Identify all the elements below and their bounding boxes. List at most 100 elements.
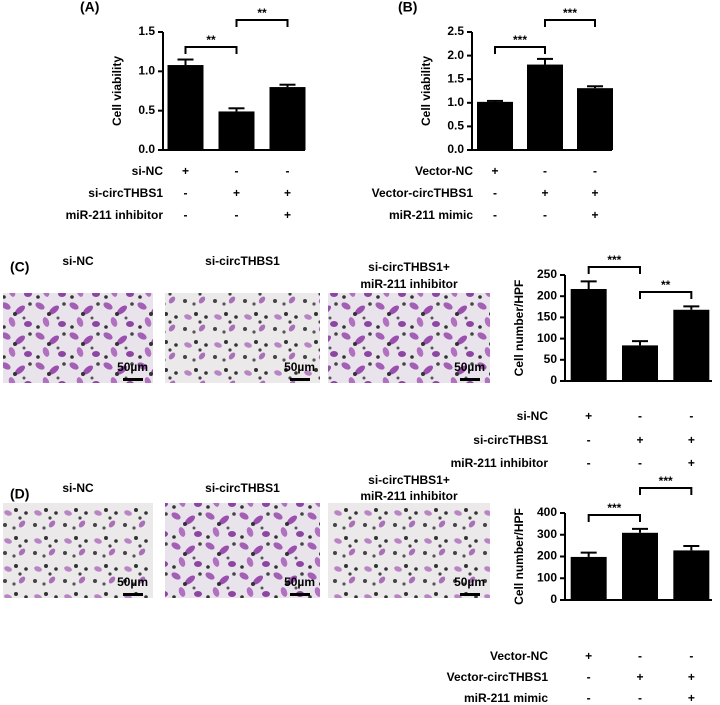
bar <box>477 101 513 150</box>
image-caption: si-circTHBS1+ <box>368 473 450 487</box>
condition-label: Vector-NC <box>415 164 473 178</box>
image-caption: si-circTHBS1+ <box>368 260 450 274</box>
significance-bracket <box>184 46 238 54</box>
y-tick-label: 1.0 <box>447 95 464 109</box>
condition-sign: - <box>543 208 547 222</box>
condition-label: miR-211 mimic <box>389 208 473 222</box>
condition-sign: + <box>688 670 695 684</box>
bar <box>570 288 607 381</box>
y-tick-label: 0 <box>550 592 557 606</box>
condition-sign: + <box>284 208 291 222</box>
significance-label: *** <box>607 501 621 515</box>
y-tick-label: 400 <box>537 505 557 519</box>
condition-sign: - <box>493 186 497 200</box>
y-tick-label: 150 <box>537 310 557 324</box>
condition-sign: + <box>233 186 240 200</box>
scale-bar-label: 50µm <box>454 575 485 589</box>
condition-sign: - <box>638 456 642 470</box>
condition-sign: - <box>689 409 693 423</box>
y-axis-title: Cell number/HPF <box>512 508 526 605</box>
condition-sign: - <box>493 208 497 222</box>
condition-sign: + <box>284 186 291 200</box>
y-tick-label: 1.0 <box>138 64 155 78</box>
condition-sign: + <box>585 649 592 663</box>
y-tick-label: 0.0 <box>138 142 155 156</box>
y-tick-label: 100 <box>537 331 557 345</box>
condition-sign: + <box>636 433 643 447</box>
condition-label: miR-211 inhibitor <box>66 208 164 222</box>
scale-bar-label: 50µm <box>117 360 148 374</box>
significance-bracket <box>587 266 641 274</box>
y-tick-label: 100 <box>537 570 557 584</box>
panel-label: (D) <box>10 486 29 502</box>
scale-bar <box>123 593 143 596</box>
micrograph <box>3 293 153 383</box>
y-tick-label: 200 <box>537 288 557 302</box>
condition-label: si-NC <box>517 409 549 423</box>
condition-label: si-circTHBS1 <box>88 186 163 200</box>
scale-bar-label: 50µm <box>284 575 315 589</box>
scale-bar <box>460 378 480 381</box>
significance-label: *** <box>659 474 673 488</box>
condition-sign: + <box>688 691 695 705</box>
condition-sign: - <box>235 208 239 222</box>
y-axis-title: Cell number/HPF <box>512 280 526 377</box>
scale-bar <box>290 378 310 381</box>
condition-sign: - <box>235 164 239 178</box>
y-tick-label: 2.5 <box>447 24 464 38</box>
significance-label: ** <box>257 6 267 20</box>
panel-label: (C) <box>10 259 29 275</box>
condition-sign: - <box>593 164 597 178</box>
significance-bracket <box>639 291 693 299</box>
condition-sign: + <box>541 186 548 200</box>
condition-sign: + <box>182 164 189 178</box>
micrograph <box>328 293 490 383</box>
scale-bar <box>460 593 480 596</box>
y-tick-label: 0 <box>550 373 557 387</box>
panel-label: (A) <box>80 0 99 15</box>
condition-sign: + <box>688 433 695 447</box>
bar <box>218 111 255 150</box>
condition-sign: - <box>638 409 642 423</box>
bar <box>269 87 306 150</box>
y-tick-label: 0.0 <box>447 142 464 156</box>
scale-bar-label: 50µm <box>284 360 315 374</box>
significance-bracket <box>587 514 641 522</box>
condition-label: miR-211 mimic <box>464 691 548 705</box>
significance-bracket <box>235 19 289 27</box>
condition-label: Vector-circTHBS1 <box>372 186 474 200</box>
y-tick-label: 0.5 <box>138 103 155 117</box>
y-tick-label: 300 <box>537 527 557 541</box>
condition-label: si-circTHBS1 <box>473 433 548 447</box>
significance-label: ** <box>206 33 216 47</box>
y-tick-label: 200 <box>537 549 557 563</box>
condition-sign: - <box>638 649 642 663</box>
image-caption: miR-211 inhibitor <box>360 489 458 503</box>
image-caption: si-NC <box>62 254 94 268</box>
y-axis-title: Cell viability <box>419 56 433 126</box>
condition-label: si-NC <box>132 164 164 178</box>
significance-bracket <box>494 46 546 54</box>
y-tick-label: 1.5 <box>138 24 155 38</box>
bar <box>622 532 658 600</box>
y-axis-title: Cell viability <box>110 56 124 126</box>
significance-bracket <box>639 487 693 495</box>
condition-label: Vector-circTHBS1 <box>447 670 549 684</box>
micrograph <box>165 293 320 383</box>
bar <box>167 65 204 150</box>
y-tick-label: 250 <box>537 267 557 281</box>
condition-sign: + <box>491 164 498 178</box>
condition-sign: - <box>184 186 188 200</box>
panel-label: (B) <box>398 0 417 15</box>
image-caption: si-circTHBS1 <box>205 254 280 268</box>
image-caption: si-NC <box>62 481 94 495</box>
condition-sign: - <box>587 433 591 447</box>
significance-label: *** <box>607 253 621 267</box>
bar <box>673 550 710 600</box>
condition-sign: - <box>587 456 591 470</box>
y-tick-label: 50 <box>544 352 558 366</box>
condition-sign: - <box>689 649 693 663</box>
condition-sign: - <box>638 691 642 705</box>
bar <box>577 88 613 150</box>
